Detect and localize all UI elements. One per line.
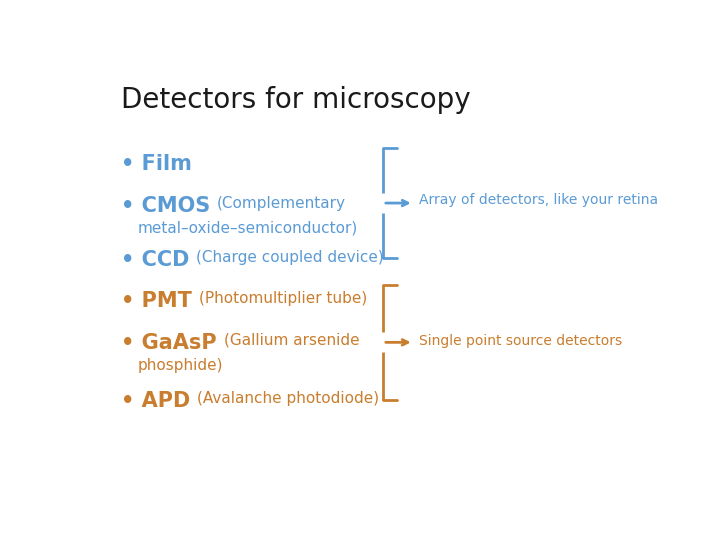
Text: • Film: • Film	[121, 154, 192, 174]
Text: • GaAsP: • GaAsP	[121, 333, 224, 353]
Text: metal–oxide–semiconductor): metal–oxide–semiconductor)	[138, 221, 358, 236]
Text: (Complementary: (Complementary	[217, 196, 346, 211]
Text: (Photomultiplier tube): (Photomultiplier tube)	[199, 292, 367, 306]
Text: (Charge coupled device): (Charge coupled device)	[197, 250, 384, 265]
Text: • APD: • APD	[121, 391, 197, 411]
Text: Array of detectors, like your retina: Array of detectors, like your retina	[419, 193, 658, 207]
Text: • CMOS: • CMOS	[121, 196, 217, 216]
Text: (Gallium arsenide: (Gallium arsenide	[224, 333, 359, 348]
Text: Detectors for microscopy: Detectors for microscopy	[121, 85, 470, 113]
Text: phosphide): phosphide)	[138, 358, 223, 373]
Text: • PMT: • PMT	[121, 292, 199, 312]
Text: (Avalanche photodiode): (Avalanche photodiode)	[197, 391, 379, 406]
Text: Single point source detectors: Single point source detectors	[419, 334, 622, 348]
Text: • CCD: • CCD	[121, 250, 197, 270]
